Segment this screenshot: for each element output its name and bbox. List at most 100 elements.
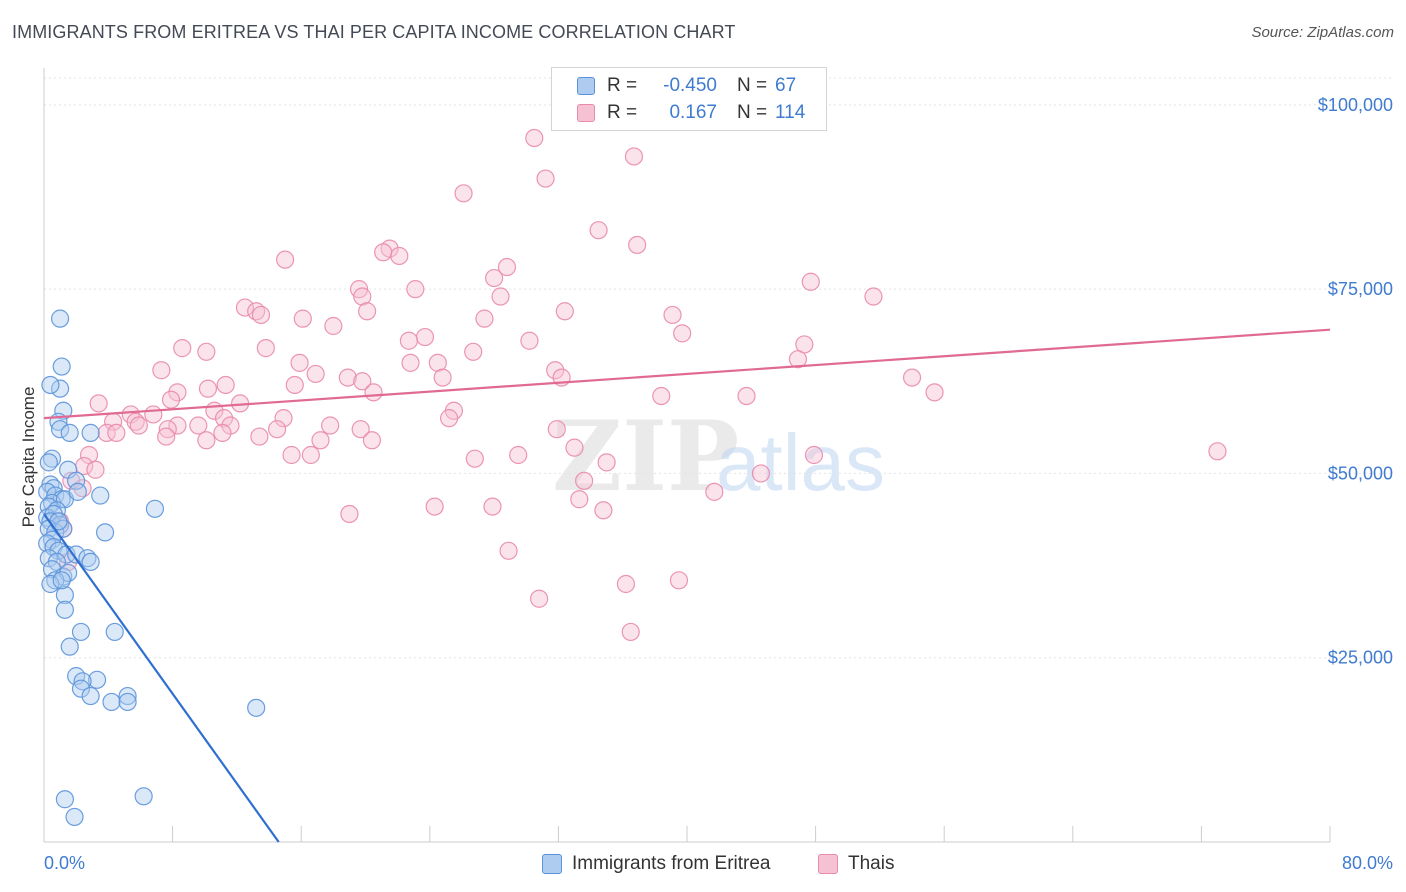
eritrea-point: [91, 486, 110, 505]
thai-point: [530, 589, 549, 608]
thai-point: [256, 339, 275, 358]
thai-point: [282, 445, 301, 465]
thai-point: [62, 471, 81, 490]
legend-row-eritrea: R = -0.450 N = 67: [577, 73, 796, 99]
thai-point: [465, 449, 484, 468]
watermark-zip: ZIP: [552, 400, 739, 513]
eritrea-point: [55, 600, 74, 619]
thai-point: [555, 302, 574, 321]
series-legend-eritrea: Immigrants from Eritrea: [542, 851, 770, 877]
thai-point: [198, 379, 218, 398]
eritrea-point: [65, 807, 84, 827]
thai-point: [161, 390, 181, 409]
thai-point: [157, 427, 176, 446]
eritrea-point: [41, 574, 60, 594]
thai-point: [285, 375, 304, 395]
thai-point: [267, 420, 287, 439]
y-tick-label: $100,000: [1318, 95, 1393, 115]
y-tick-label: $50,000: [1328, 463, 1393, 483]
eritrea-point: [52, 357, 71, 376]
thai-point: [801, 272, 820, 291]
legend-r-value: 0.167: [669, 102, 717, 123]
eritrea-point: [71, 622, 91, 642]
thai-point: [213, 423, 232, 442]
thai-point: [406, 280, 425, 299]
thai-point: [624, 147, 644, 166]
thai-point: [401, 353, 420, 372]
thai-point: [485, 268, 504, 288]
thai-point: [737, 386, 756, 406]
thai-point: [673, 324, 692, 343]
thai-trend-line: [43, 328, 1331, 420]
thai-point: [338, 368, 357, 387]
thai-point: [464, 342, 483, 361]
eritrea-point: [145, 499, 165, 518]
thai-point: [475, 309, 494, 328]
thai-point: [483, 497, 502, 516]
thai-point: [628, 235, 647, 255]
thai-point: [301, 445, 320, 465]
eritrea-point: [81, 686, 100, 706]
thai-point: [499, 541, 518, 560]
thai-point: [425, 497, 444, 516]
thai-point: [340, 504, 359, 524]
thai-point: [306, 364, 325, 384]
thai-point: [597, 453, 616, 472]
thai-point: [144, 405, 163, 424]
thai-point: [293, 309, 312, 328]
thai-point: [290, 353, 309, 372]
eritrea-point: [71, 679, 91, 698]
legend-n-value: 114: [775, 102, 806, 123]
thai-point: [1208, 442, 1227, 461]
thai-point: [415, 327, 435, 347]
thai-point: [428, 353, 447, 372]
eritrea-point: [41, 375, 60, 395]
legend-n-label: N =: [737, 75, 768, 96]
legend-swatch-blue: [577, 77, 595, 95]
thai-point: [864, 287, 883, 306]
thai-point: [520, 331, 539, 350]
series-swatch-pink: [818, 854, 838, 874]
legend-n-label: N =: [737, 102, 768, 123]
thai-point: [804, 445, 824, 465]
thai-point: [390, 246, 409, 266]
eritrea-point: [73, 672, 92, 691]
eritrea-point: [50, 309, 70, 328]
x-tick-label: 80.0%: [1342, 853, 1393, 873]
chart-title: IMMIGRANTS FROM ERITREA VS THAI PER CAPI…: [12, 22, 736, 42]
thai-point: [364, 383, 383, 402]
eritrea-point: [87, 670, 107, 689]
y-axis-label: Per Capita Income: [19, 387, 38, 528]
thai-point: [358, 302, 377, 321]
thai-point: [925, 383, 944, 402]
thai-point: [547, 420, 566, 439]
thai-point: [274, 409, 293, 428]
thai-point: [362, 431, 382, 450]
thai-point: [250, 427, 269, 446]
source-label: Source: ZipAtlas.com: [1251, 24, 1394, 41]
x-tick-label: 0.0%: [44, 853, 85, 873]
thai-point: [509, 445, 528, 465]
legend-swatch-pink: [577, 104, 595, 122]
eritrea-point: [54, 401, 73, 420]
thai-point: [594, 501, 613, 520]
thai-point: [616, 574, 636, 594]
thai-point: [621, 622, 640, 642]
eritrea-point: [50, 379, 70, 398]
thai-point: [214, 409, 234, 428]
thai-point: [158, 420, 177, 439]
eritrea-point: [60, 423, 79, 442]
thai-point: [321, 416, 340, 435]
thai-point: [751, 464, 771, 483]
thai-point: [197, 431, 216, 450]
thai-point: [546, 361, 565, 380]
thai-point: [525, 128, 544, 148]
thai-point: [454, 184, 473, 203]
thai-point: [173, 339, 192, 358]
thai-point: [168, 383, 187, 402]
thai-point: [589, 221, 608, 240]
thai-point: [86, 460, 105, 479]
thai-point: [570, 490, 589, 509]
thai-point: [536, 169, 555, 188]
